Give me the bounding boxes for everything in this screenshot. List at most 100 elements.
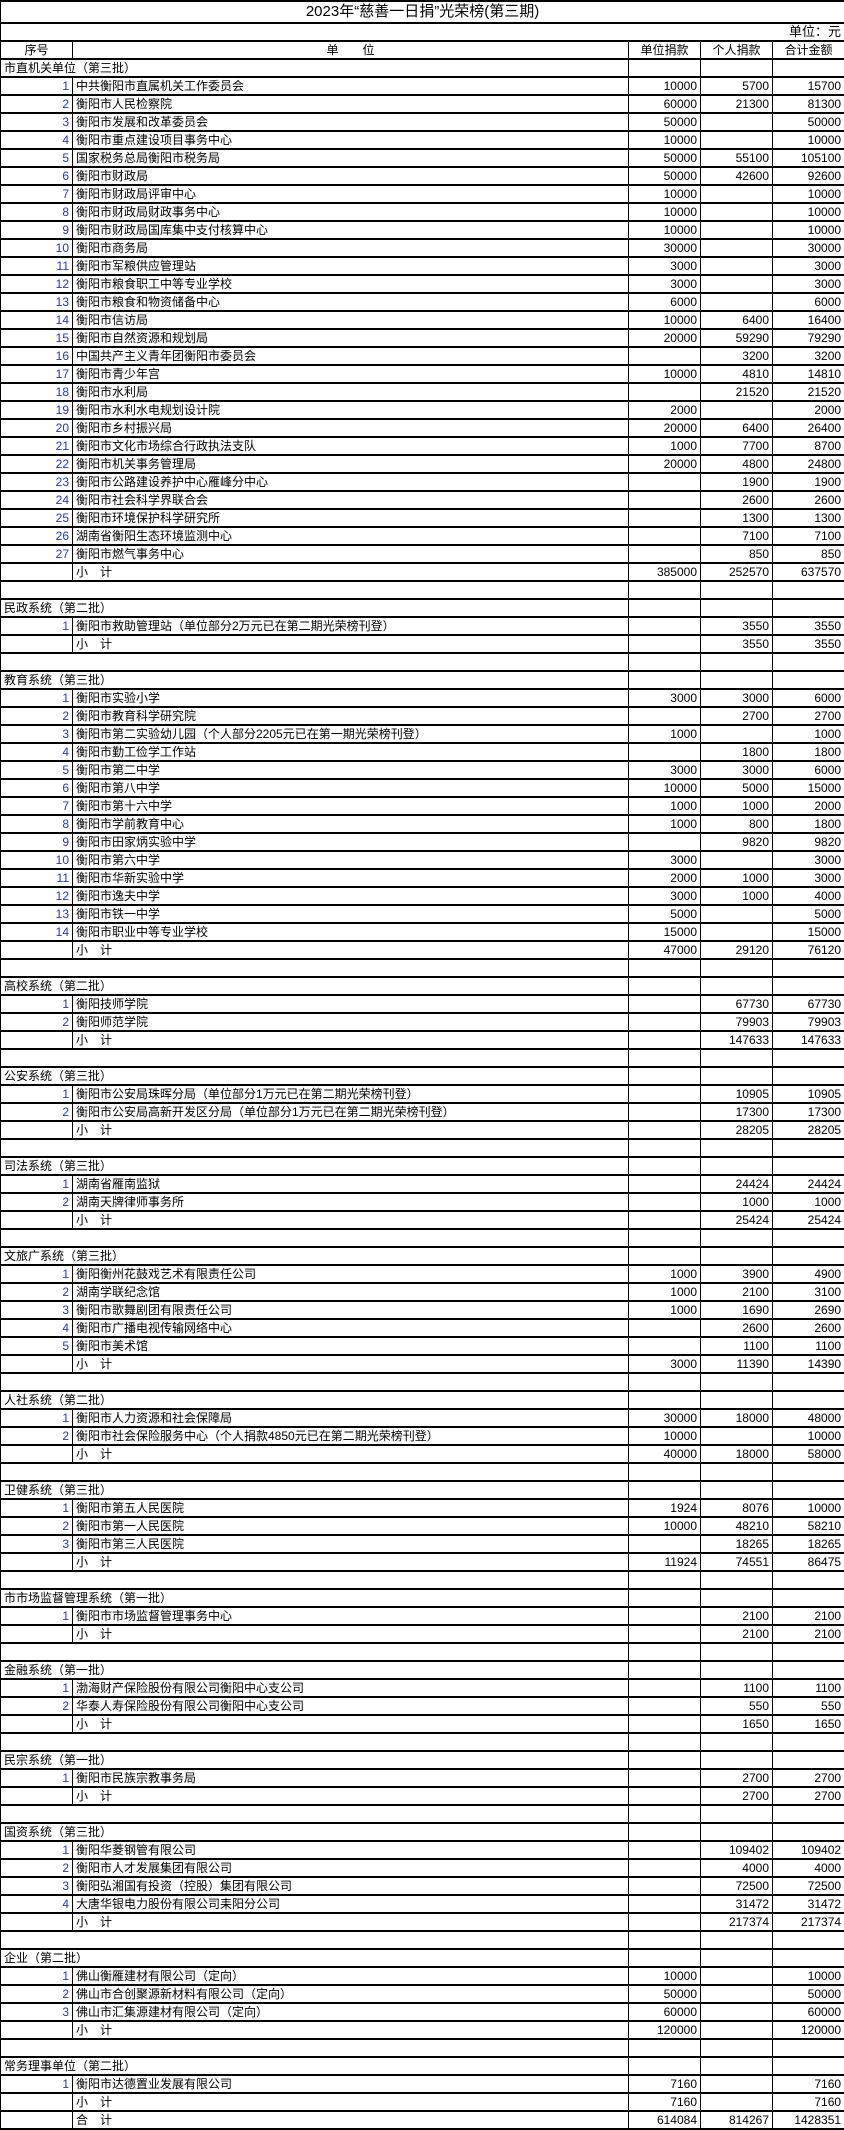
index-cell <box>1 1553 73 1571</box>
unit-cell: 衡阳市财政局国库集中支付核算中心 <box>73 221 629 239</box>
index-cell: 1 <box>1 77 73 95</box>
total-cell: 58210 <box>773 1517 844 1535</box>
index-cell: 12 <box>1 275 73 293</box>
unit-donation-cell: 7160 <box>629 2075 701 2093</box>
total-cell: 15700 <box>773 77 844 95</box>
unit-cell: 佛山衡雁建材有限公司（定向） <box>73 1967 629 1985</box>
personal-donation-cell <box>701 131 773 149</box>
unit-cell: 衡阳市水利局 <box>73 383 629 401</box>
personal-donation-cell <box>701 221 773 239</box>
personal-donation-cell <box>701 1985 773 2003</box>
personal-donation-cell <box>701 959 773 977</box>
index-cell: 4 <box>1 131 73 149</box>
personal-donation-cell <box>701 1967 773 1985</box>
personal-donation-cell: 1100 <box>701 1337 773 1355</box>
index-cell: 23 <box>1 473 73 491</box>
index-cell: 3 <box>1 113 73 131</box>
unit-cell: 衡阳市达德置业发展有限公司 <box>73 2075 629 2093</box>
total-cell <box>773 1247 844 1265</box>
total-cell: 10000 <box>773 221 844 239</box>
total-cell <box>773 581 844 599</box>
index-cell: 10 <box>1 239 73 257</box>
unit-cell: 衡阳市燃气事务中心 <box>73 545 629 563</box>
unit-donation-cell <box>629 1823 701 1841</box>
total-cell: 109402 <box>773 1841 844 1859</box>
unit-donation-cell: 60000 <box>629 95 701 113</box>
total-cell: 1650 <box>773 1715 844 1733</box>
total-cell: 15000 <box>773 779 844 797</box>
unit-donation-cell <box>629 1211 701 1229</box>
index-cell: 3 <box>1 1535 73 1553</box>
unit-donation-cell <box>629 1391 701 1409</box>
unit-donation-cell: 1000 <box>629 1301 701 1319</box>
index-cell: 4 <box>1 1319 73 1337</box>
title-row: 2023年“慈善一日捐”光荣榜(第三期) <box>1 1 844 23</box>
unit-cell: 衡阳市第二实验幼儿园（个人部分2205元已在第一期光荣榜刊登） <box>73 725 629 743</box>
unit-cell: 佛山市合创聚源新材料有限公司（定向） <box>73 1985 629 2003</box>
unit-cell: 衡阳华菱钢管有限公司 <box>73 1841 629 1859</box>
total-cell <box>773 653 844 671</box>
total-cell: 3200 <box>773 347 844 365</box>
personal-donation-cell <box>701 203 773 221</box>
section-header-row: 司法系统（第三批） <box>1 1157 844 1175</box>
unit-donation-cell: 60000 <box>629 2003 701 2021</box>
personal-donation-cell: 2700 <box>701 707 773 725</box>
total-cell: 10000 <box>773 1967 844 1985</box>
unit-cell: 衡阳市青少年宫 <box>73 365 629 383</box>
subtotal-label-cell: 小 计 <box>73 1625 629 1643</box>
unit-donation-cell <box>629 1643 701 1661</box>
unit-donation-cell <box>629 1607 701 1625</box>
blank-cell <box>1 1373 629 1391</box>
personal-donation-cell: 1000 <box>701 1193 773 1211</box>
unit-cell: 衡阳市市场监督管理事务中心 <box>73 1607 629 1625</box>
unit-donation-cell <box>629 1013 701 1031</box>
index-cell: 3 <box>1 1301 73 1319</box>
unit-donation-cell: 10000 <box>629 221 701 239</box>
unit-cell: 衡阳市社会科学界联合会 <box>73 491 629 509</box>
total-cell: 4000 <box>773 1859 844 1877</box>
index-cell: 5 <box>1 1337 73 1355</box>
unit-donation-cell: 10000 <box>629 203 701 221</box>
total-cell: 10000 <box>773 131 844 149</box>
unit-donation-cell: 6000 <box>629 293 701 311</box>
personal-donation-cell <box>701 2075 773 2093</box>
unit-cell: 衡阳市环境保护科学研究所 <box>73 509 629 527</box>
total-cell: 79290 <box>773 329 844 347</box>
unit-donation-cell: 3000 <box>629 761 701 779</box>
personal-donation-cell: 217374 <box>701 1913 773 1931</box>
unit-donation-cell: 3000 <box>629 851 701 869</box>
unit-donation-cell: 3000 <box>629 689 701 707</box>
unit-donation-cell: 10000 <box>629 311 701 329</box>
blank-cell <box>1 1463 629 1481</box>
index-cell <box>1 1121 73 1139</box>
index-cell: 3 <box>1 1877 73 1895</box>
section-header-row: 高校系统（第二批） <box>1 977 844 995</box>
unit-cell: 衡阳市勤工俭学工作站 <box>73 743 629 761</box>
section-name: 市直机关单位（第三批） <box>1 59 629 77</box>
total-cell: 120000 <box>773 2021 844 2039</box>
personal-donation-cell <box>701 1733 773 1751</box>
index-cell: 27 <box>1 545 73 563</box>
total-cell <box>773 1463 844 1481</box>
total-cell: 15000 <box>773 923 844 941</box>
index-cell: 2 <box>1 1517 73 1535</box>
personal-donation-cell: 25424 <box>701 1211 773 1229</box>
column-header-personal-donation: 个人捐款 <box>701 41 773 59</box>
section-name: 常务理事单位（第二批） <box>1 2057 629 2075</box>
total-cell: 1800 <box>773 743 844 761</box>
